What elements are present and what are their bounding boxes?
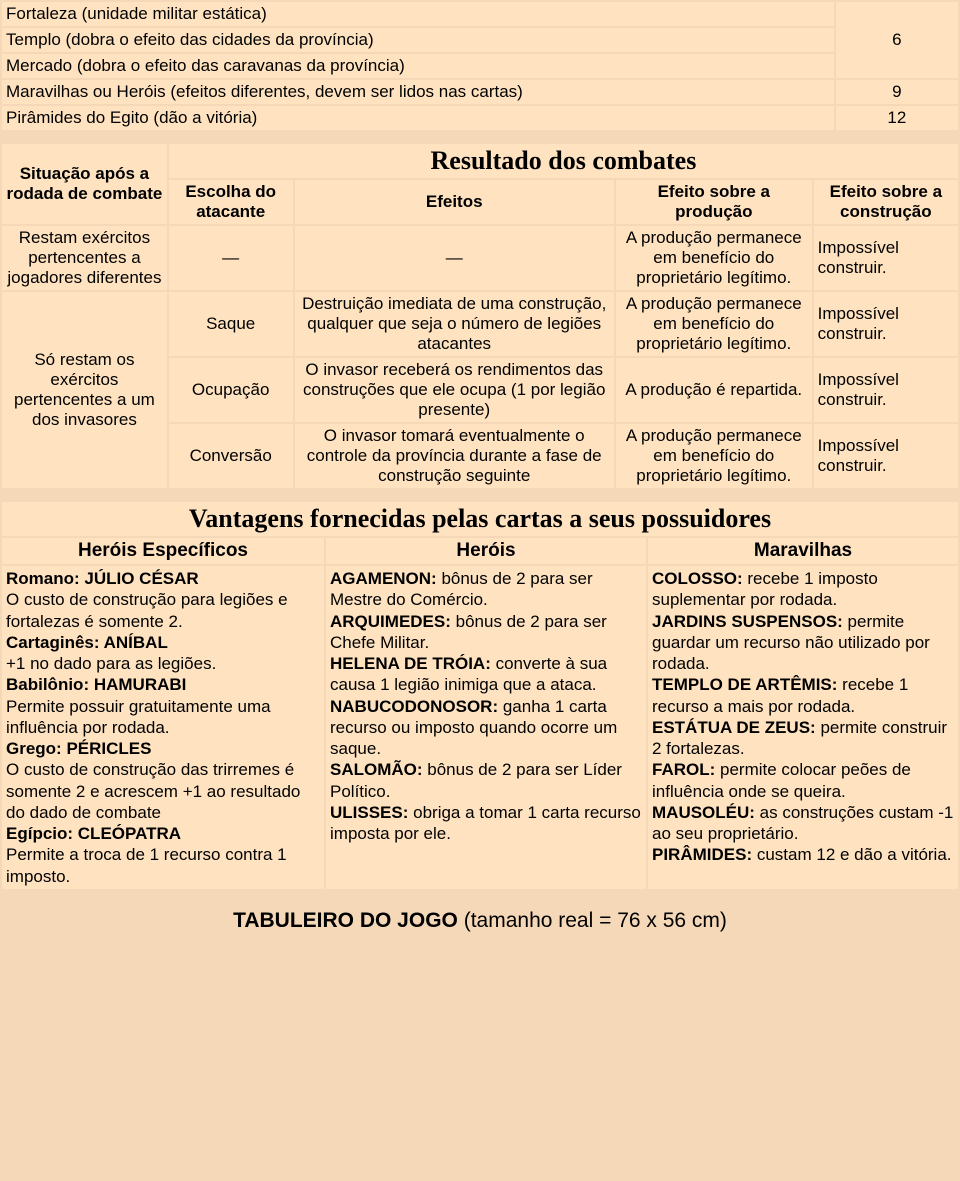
- hero-description: custam 12 e dão a vitória.: [752, 845, 951, 864]
- cell-production: A produção permanece em benefício do pro…: [616, 226, 812, 290]
- hero-name: TEMPLO DE ARTÊMIS:: [652, 675, 837, 694]
- table-row: Só restam os exércitos pertencentes a um…: [2, 292, 958, 356]
- hero-description: Permite possuir gratuitamente uma influê…: [6, 697, 271, 737]
- cell-choice: Ocupação: [169, 358, 293, 422]
- hero-description: +1 no dado para as legiões.: [6, 654, 216, 673]
- hero-name: Egípcio: CLEÓPATRA: [6, 824, 181, 843]
- hero-name: AGAMENON:: [330, 569, 437, 588]
- cell-production: A produção permanece em benefício do pro…: [616, 424, 812, 488]
- hero-name: HELENA DE TRÓIA:: [330, 654, 491, 673]
- table-row: Mercado (dobra o efeito das caravanas da…: [2, 54, 958, 78]
- cell-effect: Destruição imediata de uma construção, q…: [295, 292, 614, 356]
- hero-name: Grego: PÉRICLES: [6, 739, 151, 758]
- building-value: 6: [836, 2, 958, 78]
- cell-choice: Saque: [169, 292, 293, 356]
- table-header-row: Heróis Específicos Heróis Maravilhas: [2, 538, 958, 564]
- footer-caption: TABULEIRO DO JOGO (tamanho real = 76 x 5…: [0, 909, 960, 933]
- hero-name: NABUCODONOSOR:: [330, 697, 498, 716]
- table-title-row: Vantagens fornecidas pelas cartas a seus…: [2, 502, 958, 536]
- heroes-cell: AGAMENON: bônus de 2 para ser Mestre do …: [326, 566, 646, 889]
- table-title: Vantagens fornecidas pelas cartas a seus…: [2, 502, 958, 536]
- hero-name: ESTÁTUA DE ZEUS:: [652, 718, 816, 737]
- table-title-row: Situação após a rodada de combate Result…: [2, 144, 958, 178]
- hero-name: SALOMÃO:: [330, 760, 423, 779]
- col-header-production: Efeito sobre a produção: [616, 180, 812, 224]
- hero-name: JARDINS SUSPENSOS:: [652, 612, 843, 631]
- hero-name: ULISSES:: [330, 803, 408, 822]
- combat-results-table: Situação após a rodada de combate Result…: [0, 142, 960, 490]
- hero-name: Babilônio: HAMURABI: [6, 675, 186, 694]
- col-header-specific-heroes: Heróis Específicos: [2, 538, 324, 564]
- cell-construction: Impossível construir.: [814, 292, 958, 356]
- cell-choice: —: [169, 226, 293, 290]
- cell-situation: Restam exércitos pertencentes a jogadore…: [2, 226, 167, 290]
- building-label: Templo (dobra o efeito das cidades da pr…: [2, 28, 834, 52]
- cell-construction: Impossível construir.: [814, 358, 958, 422]
- building-label: Fortaleza (unidade militar estática): [2, 2, 834, 26]
- cell-construction: Impossível construir.: [814, 424, 958, 488]
- hero-name: Romano: JÚLIO CÉSAR: [6, 569, 199, 588]
- hero-description: O custo de construção para legiões e for…: [6, 590, 288, 630]
- cell-situation: Só restam os exércitos pertencentes a um…: [2, 292, 167, 488]
- cell-production: A produção permanece em benefício do pro…: [616, 292, 812, 356]
- hero-description: Permite a troca de 1 recurso contra 1 im…: [6, 845, 287, 885]
- col-header-situation: Situação após a rodada de combate: [2, 144, 167, 224]
- building-value: 9: [836, 80, 958, 104]
- hero-name: COLOSSO:: [652, 569, 743, 588]
- building-label: Mercado (dobra o efeito das caravanas da…: [2, 54, 834, 78]
- col-header-choice: Escolha do atacante: [169, 180, 293, 224]
- cell-production: A produção é repartida.: [616, 358, 812, 422]
- buildings-table: Fortaleza (unidade militar estática) 6 T…: [0, 0, 960, 132]
- building-label: Pirâmides do Egito (dão a vitória): [2, 106, 834, 130]
- specific-heroes-cell: Romano: JÚLIO CÉSAR O custo de construção…: [2, 566, 324, 889]
- card-advantages-table: Vantagens fornecidas pelas cartas a seus…: [0, 500, 960, 891]
- col-header-wonders: Maravilhas: [648, 538, 958, 564]
- building-label: Maravilhas ou Heróis (efeitos diferentes…: [2, 80, 834, 104]
- hero-name: Cartaginês: ANÍBAL: [6, 633, 168, 652]
- building-value: 12: [836, 106, 958, 130]
- cell-construction: Impossível construir.: [814, 226, 958, 290]
- col-header-heroes: Heróis: [326, 538, 646, 564]
- table-row: Restam exércitos pertencentes a jogadore…: [2, 226, 958, 290]
- footer-bold: TABULEIRO DO JOGO: [233, 909, 458, 932]
- hero-name: PIRÂMIDES:: [652, 845, 752, 864]
- hero-description: O custo de construção das trirremes é so…: [6, 760, 300, 822]
- table-row: Romano: JÚLIO CÉSAR O custo de construção…: [2, 566, 958, 889]
- cell-effect: O invasor tomará eventualmente o control…: [295, 424, 614, 488]
- hero-name: FAROL:: [652, 760, 715, 779]
- col-header-construction: Efeito sobre a construção: [814, 180, 958, 224]
- table-row: Maravilhas ou Heróis (efeitos diferentes…: [2, 80, 958, 104]
- footer-rest: (tamanho real = 76 x 56 cm): [458, 909, 727, 932]
- cell-effect: —: [295, 226, 614, 290]
- cell-effect: O invasor receberá os rendimentos das co…: [295, 358, 614, 422]
- hero-name: ARQUIMEDES:: [330, 612, 451, 631]
- cell-choice: Conversão: [169, 424, 293, 488]
- table-title: Resultado dos combates: [169, 144, 958, 178]
- table-row: Templo (dobra o efeito das cidades da pr…: [2, 28, 958, 52]
- hero-name: MAUSOLÉU:: [652, 803, 755, 822]
- col-header-effects: Efeitos: [295, 180, 614, 224]
- table-row: Pirâmides do Egito (dão a vitória) 12: [2, 106, 958, 130]
- wonders-cell: COLOSSO: recebe 1 imposto suplementar po…: [648, 566, 958, 889]
- table-row: Fortaleza (unidade militar estática) 6: [2, 2, 958, 26]
